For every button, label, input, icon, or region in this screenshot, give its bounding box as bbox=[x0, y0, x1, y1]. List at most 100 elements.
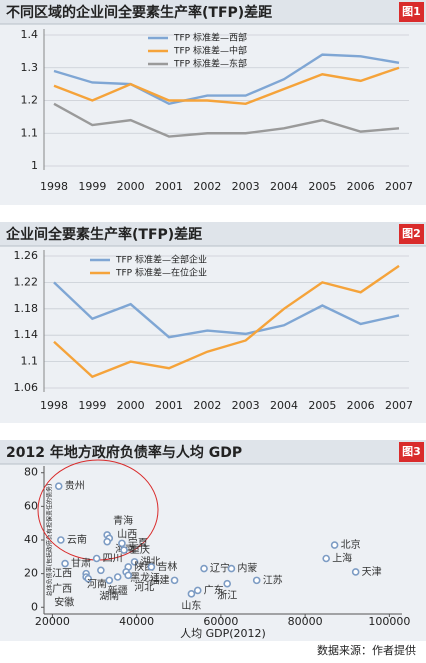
title-bar bbox=[0, 0, 426, 24]
x-tick-label: 2007 bbox=[385, 399, 413, 412]
point-label: 上海 bbox=[332, 552, 352, 565]
legend-label: TFP 标准差—东部 bbox=[173, 58, 247, 70]
point-label: 安徽 bbox=[54, 596, 74, 609]
legend-label: TFP 标准差—西部 bbox=[173, 32, 247, 44]
x-tick-label: 2005 bbox=[308, 180, 336, 193]
x-tick-label: 2002 bbox=[193, 180, 221, 193]
point-label: 江西 bbox=[52, 568, 72, 580]
point bbox=[61, 559, 69, 568]
y-tick-label: 1.22 bbox=[14, 275, 39, 288]
badge-box bbox=[399, 442, 424, 462]
point bbox=[170, 576, 179, 585]
point bbox=[227, 564, 236, 573]
badge-box bbox=[399, 2, 424, 22]
y-tick-label: 1.26 bbox=[14, 249, 39, 262]
point-label: 北京 bbox=[341, 538, 361, 551]
panel bbox=[0, 0, 426, 205]
point bbox=[130, 558, 139, 566]
y-tick-label: 20 bbox=[24, 567, 38, 580]
point-label: 重庆 bbox=[130, 543, 150, 556]
y-tick-label: 1.1 bbox=[21, 355, 39, 368]
point-label: 江苏 bbox=[263, 573, 283, 586]
point bbox=[147, 563, 156, 571]
x-tick-label: 2003 bbox=[232, 180, 260, 193]
point bbox=[120, 546, 128, 554]
point bbox=[223, 579, 232, 588]
point bbox=[322, 554, 330, 563]
point bbox=[57, 536, 65, 544]
point-label: 山西 bbox=[117, 528, 137, 540]
x-tick-label: 2000 bbox=[117, 180, 145, 193]
badge: 图3 bbox=[402, 445, 421, 458]
y-tick-label: 1.1 bbox=[21, 126, 39, 139]
point-label: 福建 bbox=[150, 573, 170, 586]
x-tick-label: 2005 bbox=[308, 399, 336, 412]
x-tick-label: 2004 bbox=[270, 180, 298, 193]
point bbox=[330, 541, 339, 549]
point-label: 青海 bbox=[113, 514, 133, 527]
point-label: 河南 bbox=[87, 577, 107, 590]
point bbox=[124, 571, 133, 580]
point bbox=[97, 566, 105, 575]
point bbox=[351, 568, 360, 576]
badge: 图2 bbox=[402, 227, 421, 240]
x-tick-label: 1998 bbox=[40, 399, 68, 412]
point-label: 宁夏 bbox=[128, 536, 148, 549]
x-tick-label: 80000 bbox=[288, 615, 323, 628]
point-label: 辽宁 bbox=[210, 562, 230, 575]
x-tick-label: 2006 bbox=[347, 180, 375, 193]
point bbox=[84, 574, 93, 583]
x-tick-label: 2002 bbox=[193, 399, 221, 412]
point-label: 黑龙江 bbox=[130, 571, 160, 584]
point-label: 贵州 bbox=[65, 479, 85, 492]
x-tick-label: 2001 bbox=[155, 180, 183, 193]
point bbox=[187, 590, 196, 598]
x-tick-label: 1999 bbox=[78, 180, 106, 193]
point-label: 湖北 bbox=[141, 556, 161, 568]
point-label: 新疆 bbox=[108, 584, 128, 597]
x-axis-title: 人均 GDP(2012) bbox=[180, 627, 266, 640]
legend-label: TFP 标准差—在位企业 bbox=[115, 267, 207, 279]
point-label: 甘肃 bbox=[71, 557, 91, 570]
badge-box bbox=[399, 224, 424, 244]
x-tick-label: 2006 bbox=[347, 399, 375, 412]
series-line bbox=[53, 264, 400, 379]
x-tick-label: 100000 bbox=[368, 615, 410, 628]
y-tick-label: 40 bbox=[24, 533, 38, 546]
y-tick-label: 1 bbox=[31, 159, 38, 172]
y-tick-label: 60 bbox=[24, 499, 38, 512]
point bbox=[105, 576, 114, 585]
source-note: 数据来源：作者提供 bbox=[317, 643, 416, 657]
point-label: 天津 bbox=[362, 566, 382, 578]
point-label: 湖南 bbox=[99, 589, 119, 602]
x-tick-label: 2001 bbox=[155, 399, 183, 412]
x-tick-label: 1998 bbox=[40, 180, 68, 193]
series-line bbox=[53, 281, 400, 339]
point bbox=[92, 554, 101, 563]
y-tick-label: 1.3 bbox=[21, 61, 39, 74]
series-line bbox=[53, 66, 400, 105]
legend-label: TFP 标准差—全部企业 bbox=[115, 254, 207, 266]
point-label: 浙江 bbox=[217, 590, 237, 602]
point bbox=[113, 573, 122, 581]
point-label: 云南 bbox=[67, 533, 87, 546]
panel bbox=[0, 440, 426, 641]
point bbox=[252, 576, 261, 585]
y-tick-label: 80 bbox=[24, 466, 38, 479]
point bbox=[200, 564, 208, 573]
x-tick-label: 2007 bbox=[385, 180, 413, 193]
chart-title: 不同区域的企业间全要素生产率(TFP)差距 bbox=[6, 4, 272, 21]
y-tick-label: 1.14 bbox=[14, 328, 39, 341]
chart-title: 2012 年地方政府负债率与人均 GDP bbox=[6, 444, 242, 461]
x-tick-label: 20000 bbox=[35, 615, 70, 628]
y-tick-label: 1.06 bbox=[14, 381, 39, 394]
x-tick-label: 40000 bbox=[119, 615, 154, 628]
series-line bbox=[53, 102, 400, 138]
point-label: 河北 bbox=[134, 581, 154, 593]
y-tick-label: 1.18 bbox=[14, 302, 39, 315]
series-line bbox=[53, 53, 400, 106]
point-label: 广东 bbox=[204, 583, 224, 596]
title-bar bbox=[0, 440, 426, 464]
x-tick-label: 2003 bbox=[232, 399, 260, 412]
